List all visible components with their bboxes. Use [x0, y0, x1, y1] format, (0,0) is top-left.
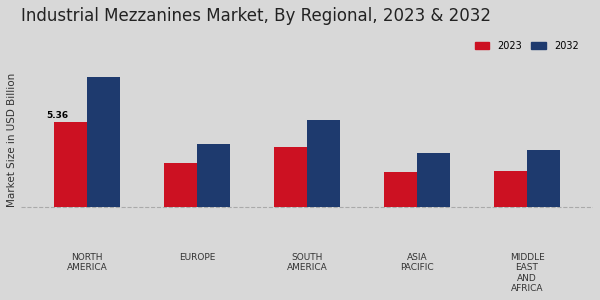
Bar [384, 172, 417, 207]
Bar [197, 144, 230, 207]
Bar [54, 122, 87, 207]
Bar [417, 153, 450, 207]
Bar [527, 150, 560, 207]
Bar [307, 120, 340, 207]
Bar [164, 163, 197, 207]
Legend: 2023, 2032: 2023, 2032 [471, 37, 583, 55]
Y-axis label: Market Size in USD Billion: Market Size in USD Billion [7, 73, 17, 207]
Text: 5.36: 5.36 [46, 111, 68, 120]
Bar [494, 171, 527, 207]
Bar [274, 147, 307, 207]
Text: Industrial Mezzanines Market, By Regional, 2023 & 2032: Industrial Mezzanines Market, By Regiona… [21, 7, 491, 25]
Bar [87, 77, 120, 207]
